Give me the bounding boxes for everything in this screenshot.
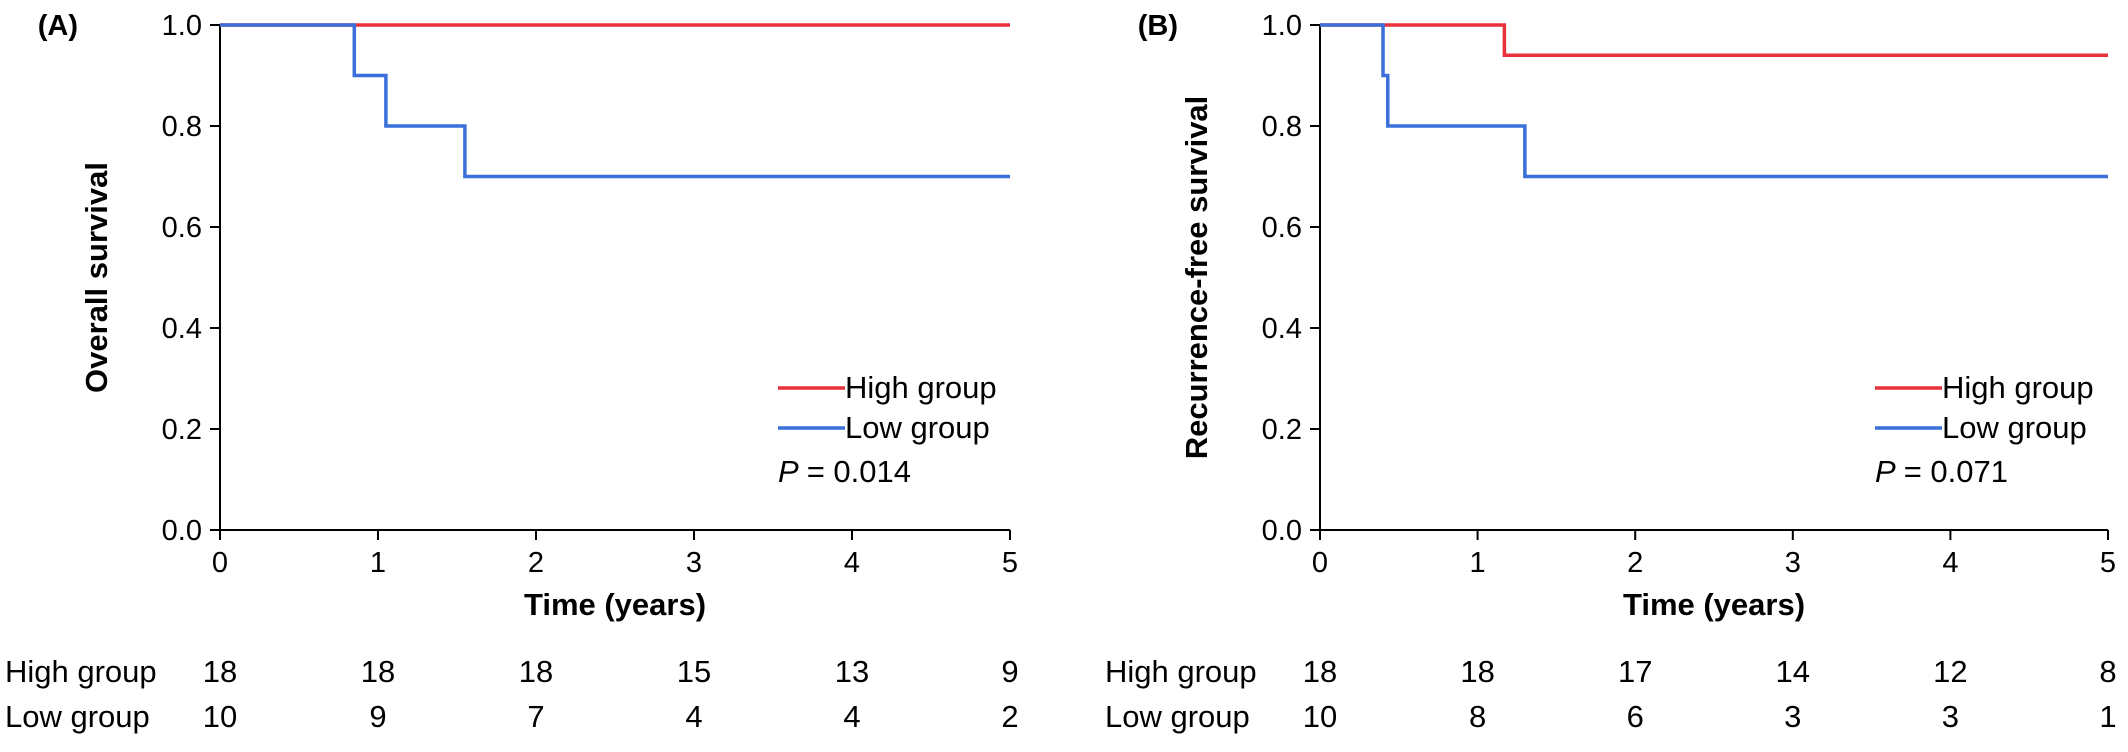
risk-row-label: Low group: [1105, 699, 1250, 734]
x-axis-title: Time (years): [524, 587, 706, 622]
panel-label: (A): [38, 10, 78, 42]
x-tick-label: 1: [1470, 547, 1486, 579]
risk-count: 3: [1942, 699, 1959, 734]
survival-curve-high: [1320, 23, 2108, 58]
risk-count: 6: [1627, 699, 1644, 734]
x-tick-label: 0: [1312, 547, 1328, 579]
km-panel-a: (A) 0.0 0.2 0.4 0.6 0.8 1.0 0 1 2 3 4 5 Time (years) O…: [5, 10, 1019, 734]
x-tick-label: 5: [1002, 547, 1018, 579]
risk-count: 10: [1303, 699, 1337, 734]
risk-count: 3: [1784, 699, 1801, 734]
p-value-symbol: P: [778, 454, 799, 489]
y-tick-label: 0.4: [1262, 313, 1302, 345]
risk-count: 14: [1776, 654, 1810, 689]
x-tick-label: 3: [686, 547, 702, 579]
x-tick-label: 3: [1785, 547, 1801, 579]
risk-row-label: High group: [1105, 654, 1257, 689]
legend-label-high: High group: [1942, 370, 2094, 405]
x-tick-label: 2: [1627, 547, 1643, 579]
y-tick-label: 0.2: [162, 414, 202, 446]
risk-count: 4: [843, 699, 860, 734]
risk-count: 4: [685, 699, 702, 734]
y-axis-title: Recurrence-free survival: [1179, 96, 1214, 460]
x-tick-label: 0: [212, 547, 228, 579]
risk-count: 18: [1460, 654, 1494, 689]
x-axis-title: Time (years): [1623, 587, 1805, 622]
risk-count: 8: [2099, 654, 2116, 689]
y-tick-label: 0.6: [1262, 212, 1302, 244]
risk-count: 13: [835, 654, 869, 689]
p-value-number: = 0.071: [1904, 454, 2008, 489]
y-tick-label: 0.0: [162, 515, 202, 547]
risk-row-label: Low group: [5, 699, 150, 734]
risk-count: 18: [203, 654, 237, 689]
risk-count: 9: [1001, 654, 1018, 689]
y-tick-label: 1.0: [162, 10, 202, 42]
y-axis-title: Overall survival: [79, 162, 114, 393]
y-tick-label: 0.8: [1262, 111, 1302, 143]
x-tick-label: 4: [844, 547, 860, 579]
risk-count: 2: [1001, 699, 1018, 734]
x-tick-label: 1: [370, 547, 386, 579]
risk-row-label: High group: [5, 654, 157, 689]
risk-count: 15: [677, 654, 711, 689]
survival-curve-low: [1320, 23, 2108, 179]
risk-count: 7: [527, 699, 544, 734]
survival-curve-low: [220, 23, 1010, 179]
risk-count: 1: [2099, 699, 2116, 734]
x-tick-label: 2: [528, 547, 544, 579]
y-tick-label: 0.0: [1262, 515, 1302, 547]
risk-count: 18: [1303, 654, 1337, 689]
p-value-number: = 0.014: [807, 454, 911, 489]
risk-count: 12: [1933, 654, 1967, 689]
y-tick-label: 0.6: [162, 212, 202, 244]
y-tick-label: 1.0: [1262, 10, 1302, 42]
risk-count: 18: [361, 654, 395, 689]
risk-count: 10: [203, 699, 237, 734]
risk-count: 18: [519, 654, 553, 689]
x-tick-label: 4: [1942, 547, 1958, 579]
risk-count: 9: [369, 699, 386, 734]
y-tick-label: 0.2: [1262, 414, 1302, 446]
panel-label: (B): [1138, 10, 1178, 42]
risk-count: 8: [1469, 699, 1486, 734]
legend-label-low: Low group: [845, 410, 990, 445]
x-tick-label: 5: [2100, 547, 2116, 579]
p-value-symbol: P: [1875, 454, 1896, 489]
y-tick-label: 0.8: [162, 111, 202, 143]
p-value: P = 0.014: [778, 454, 911, 489]
legend-label-low: Low group: [1942, 410, 2087, 445]
risk-count: 17: [1618, 654, 1652, 689]
y-tick-label: 0.4: [162, 313, 202, 345]
p-value: P = 0.071: [1875, 454, 2008, 489]
legend-label-high: High group: [845, 370, 997, 405]
